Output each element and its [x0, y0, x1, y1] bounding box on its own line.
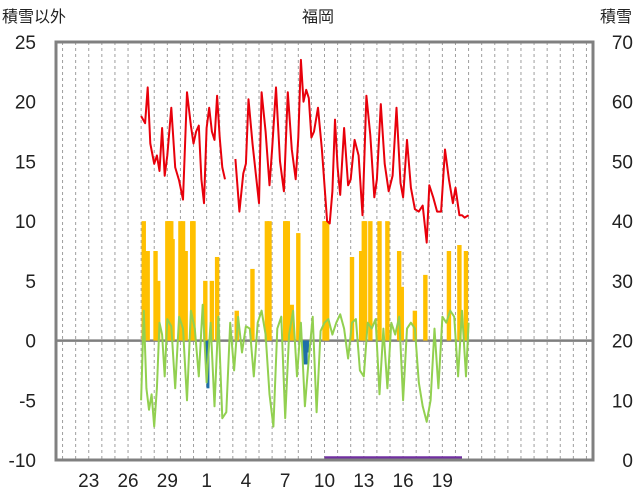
- precip-bar: [324, 221, 330, 341]
- green-series: [140, 303, 470, 428]
- right-axis-title: 積雪: [600, 7, 632, 26]
- precip-bar: [399, 286, 404, 341]
- precip-bar: [145, 251, 150, 341]
- right-tick-label: 40: [612, 212, 633, 233]
- snowfall-bar: [305, 340, 309, 353]
- chart-title: 福岡: [302, 7, 334, 26]
- left-tick-label: 5: [25, 272, 36, 293]
- right-tick-label: 70: [612, 33, 633, 54]
- x-ticks: 23 26 29 1 4 7 10 13 16 19: [78, 471, 453, 492]
- left-tick-label: 15: [15, 152, 36, 173]
- precip-bar: [446, 251, 452, 341]
- right-tick-label: 20: [612, 332, 633, 353]
- precip-bar: [178, 221, 183, 341]
- precip-bar: [385, 221, 390, 341]
- left-y-ticks: 25 20 15 10 5 0 -5 -10: [9, 33, 36, 472]
- precip-bar: [296, 233, 301, 341]
- precip-bar: [264, 221, 270, 341]
- temperature-line: [234, 58, 470, 244]
- plot-frame: [54, 40, 595, 462]
- left-tick-label: 0: [25, 332, 36, 353]
- left-tick-label: 25: [15, 33, 36, 54]
- plot-border: [54, 40, 595, 462]
- precip-bar: [141, 221, 146, 341]
- right-y-ticks: 70 60 50 40 30 20 10 0: [612, 33, 633, 472]
- x-tick-label: 16: [393, 471, 414, 492]
- left-tick-label: -5: [19, 391, 36, 412]
- precip-bar: [349, 256, 355, 341]
- precip-bar: [368, 221, 373, 341]
- precip-bar: [396, 251, 402, 341]
- x-tick-label: 10: [314, 471, 335, 492]
- x-tick-label: 26: [117, 471, 138, 492]
- x-tick-label: 13: [353, 471, 374, 492]
- x-tick-label: 4: [241, 471, 252, 492]
- right-tick-label: 60: [612, 93, 633, 114]
- precip-bar: [180, 221, 186, 341]
- left-tick-label: -10: [9, 451, 36, 472]
- right-tick-label: 30: [612, 272, 633, 293]
- precip-bar: [285, 221, 291, 341]
- precip-bar: [209, 280, 215, 341]
- precip-bar: [214, 256, 220, 341]
- precip-bar: [362, 221, 368, 341]
- x-tick-label: 1: [201, 471, 212, 492]
- precip-bar: [463, 251, 469, 341]
- precip-bar: [412, 310, 418, 341]
- precip-bar: [267, 221, 272, 341]
- precip-bar: [377, 221, 382, 341]
- right-tick-label: 0: [622, 451, 633, 472]
- precip-bar: [183, 251, 188, 341]
- left-tick-label: 20: [15, 93, 36, 114]
- temperature-series: [140, 58, 470, 244]
- left-tick-label: 10: [15, 212, 36, 233]
- x-tick-label: 23: [78, 471, 99, 492]
- right-tick-label: 50: [612, 152, 633, 173]
- x-tick-label: 7: [280, 471, 291, 492]
- right-tick-label: 10: [612, 391, 633, 412]
- precip-bar: [170, 239, 175, 341]
- x-tick-label: 19: [432, 471, 453, 492]
- left-axis-title: 積雪以外: [2, 7, 66, 26]
- green-series-line: [140, 303, 470, 428]
- precip-bar: [203, 280, 208, 341]
- x-tick-label: 29: [157, 471, 178, 492]
- precip-bar: [191, 221, 196, 341]
- precip-bar: [250, 268, 255, 341]
- precip-bar: [153, 251, 158, 341]
- temperature-line: [140, 86, 226, 205]
- precip-bar: [423, 274, 428, 341]
- precip-bar: [155, 280, 161, 341]
- precip-bar: [358, 251, 364, 341]
- precip-bar: [457, 245, 462, 341]
